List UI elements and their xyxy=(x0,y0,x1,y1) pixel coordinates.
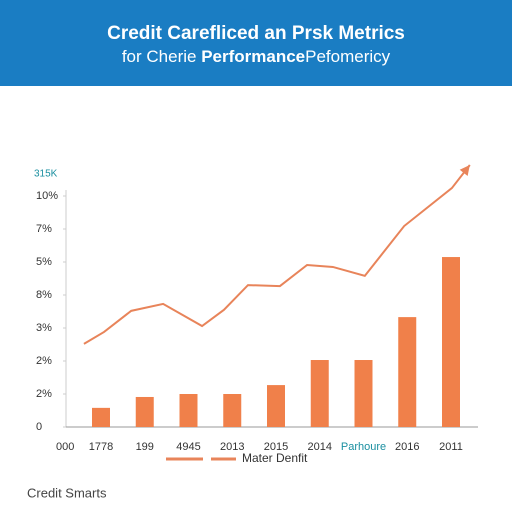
subtitle-part: Pefomericy xyxy=(305,47,391,66)
x-tick-label: 2015 xyxy=(264,441,288,453)
bar xyxy=(398,317,417,427)
x-tick-label: 2013 xyxy=(220,441,244,453)
y-tick-label: 10% xyxy=(36,190,58,202)
header-bar xyxy=(0,0,512,86)
x-tick-label: 2011 xyxy=(439,441,463,453)
y-axis-label: 315K xyxy=(34,169,58,180)
chart-title: Credit Carefliced an Prsk Metrics xyxy=(107,23,405,44)
x-tick-label: 1778 xyxy=(89,441,113,453)
footer: Credit Smarts xyxy=(27,485,107,500)
subtitle-part: Performance xyxy=(201,47,305,66)
bar xyxy=(135,396,154,427)
bar xyxy=(267,385,285,427)
bar xyxy=(354,360,373,427)
bar xyxy=(310,360,329,427)
bar xyxy=(223,394,242,427)
bar xyxy=(179,394,198,427)
chart-subtitle: for Cherie PerformancePefomericy xyxy=(122,47,391,66)
subtitle-part: for Cherie xyxy=(122,47,201,66)
y-tick-label: 2% xyxy=(36,355,52,367)
bar xyxy=(92,407,110,427)
y-tick-label: 7% xyxy=(36,223,52,235)
line xyxy=(83,164,471,345)
x-origin-label: 000 xyxy=(56,441,74,453)
y-tick-label: 5% xyxy=(36,256,52,268)
legend-label: Mater Denfit xyxy=(242,451,308,465)
y-tick-label: 0 xyxy=(36,421,42,433)
y-tick-label: 8% xyxy=(36,289,52,301)
x-tick-label: 199 xyxy=(136,441,154,453)
bar xyxy=(442,257,460,427)
x-tick-label: 2016 xyxy=(395,441,419,453)
x-tick-label: Parhoure xyxy=(341,441,386,453)
arrow-head xyxy=(459,164,470,176)
y-tick-label: 2% xyxy=(36,388,52,400)
x-tick-label: 2014 xyxy=(308,441,332,453)
y-tick-label: 3% xyxy=(36,322,52,334)
x-tick-label: 4945 xyxy=(176,441,200,453)
